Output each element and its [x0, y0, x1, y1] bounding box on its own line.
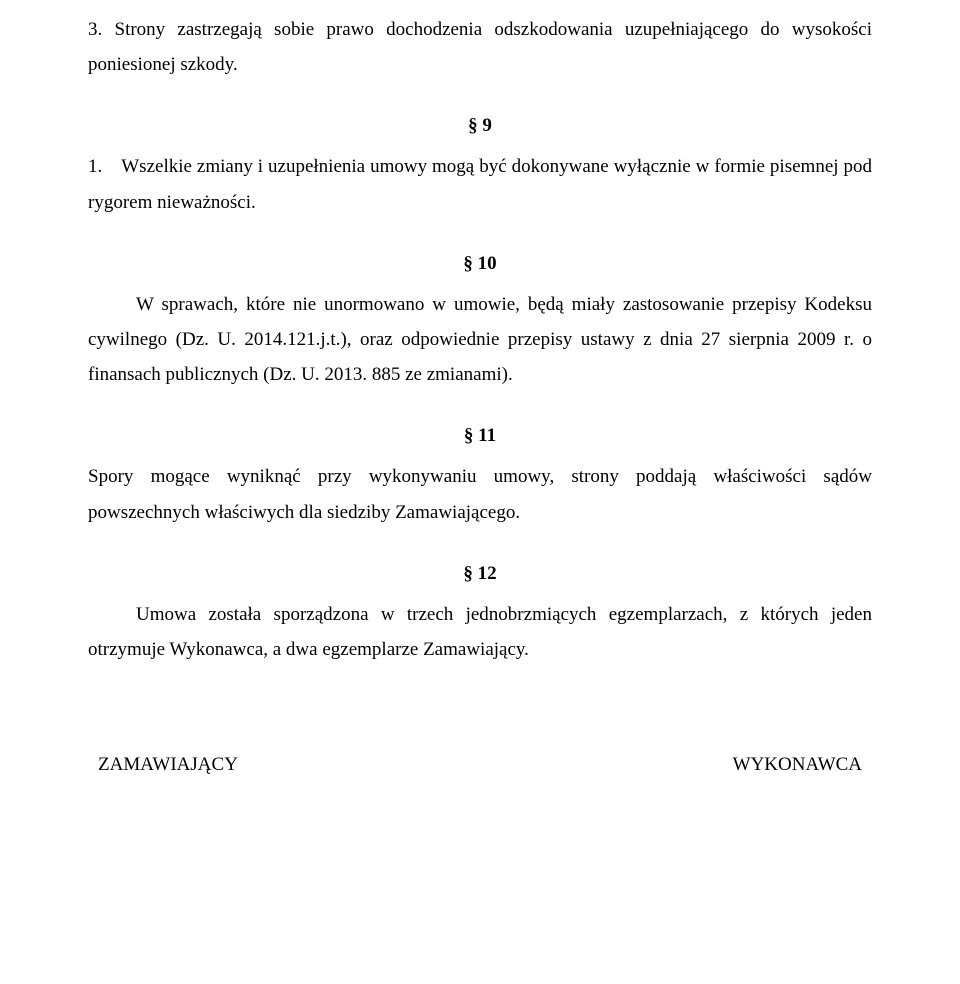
section-heading-12: § 12	[88, 556, 872, 591]
signature-right: WYKONAWCA	[733, 747, 862, 782]
section-heading-10: § 10	[88, 246, 872, 281]
paragraph-sec9-1: 1. Wszelkie zmiany i uzupełnienia umowy …	[88, 149, 872, 219]
signature-row: ZAMAWIAJĄCY WYKONAWCA	[88, 747, 872, 782]
document-page: 3. Strony zastrzegają sobie prawo dochod…	[0, 0, 960, 822]
paragraph-sec11: Spory mogące wyniknąć przy wykonywaniu u…	[88, 459, 872, 529]
section-heading-9: § 9	[88, 108, 872, 143]
signature-left: ZAMAWIAJĄCY	[98, 747, 238, 782]
paragraph-sec10: W sprawach, które nie unormowano w umowi…	[88, 287, 872, 392]
paragraph-clause-3: 3. Strony zastrzegają sobie prawo dochod…	[88, 12, 872, 82]
paragraph-sec12: Umowa została sporządzona w trzech jedno…	[88, 597, 872, 667]
section-heading-11: § 11	[88, 418, 872, 453]
